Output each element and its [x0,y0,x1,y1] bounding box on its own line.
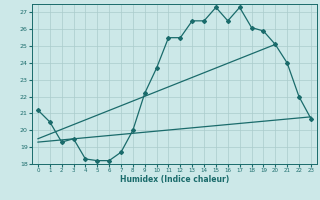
X-axis label: Humidex (Indice chaleur): Humidex (Indice chaleur) [120,175,229,184]
